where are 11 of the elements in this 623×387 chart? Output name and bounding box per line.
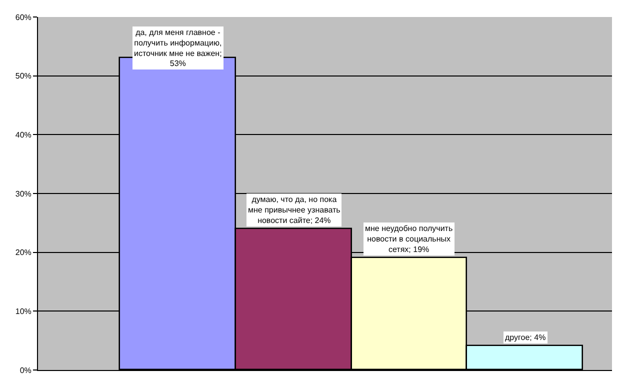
data-label: думаю, что да, но пока мне привычнее узнавать новости сайте; 24% [248,195,340,225]
y-tick-label: 50% [15,72,32,81]
data-label: да, для меня главное - получить информацию, источник мне не важен; 53% [134,28,222,68]
data-label: другое; 4% [505,333,546,342]
y-tick-label: 20% [15,248,32,258]
y-tick-label: 40% [15,130,32,140]
data-label: мне неудобно получить новости в социальных сетях; 19% [365,224,453,254]
y-tick-label: 60% [15,12,32,22]
y-tick-label: 10% [15,306,32,316]
y-tick-label: 30% [15,189,32,198]
y-tick-label: 0% [20,366,32,375]
